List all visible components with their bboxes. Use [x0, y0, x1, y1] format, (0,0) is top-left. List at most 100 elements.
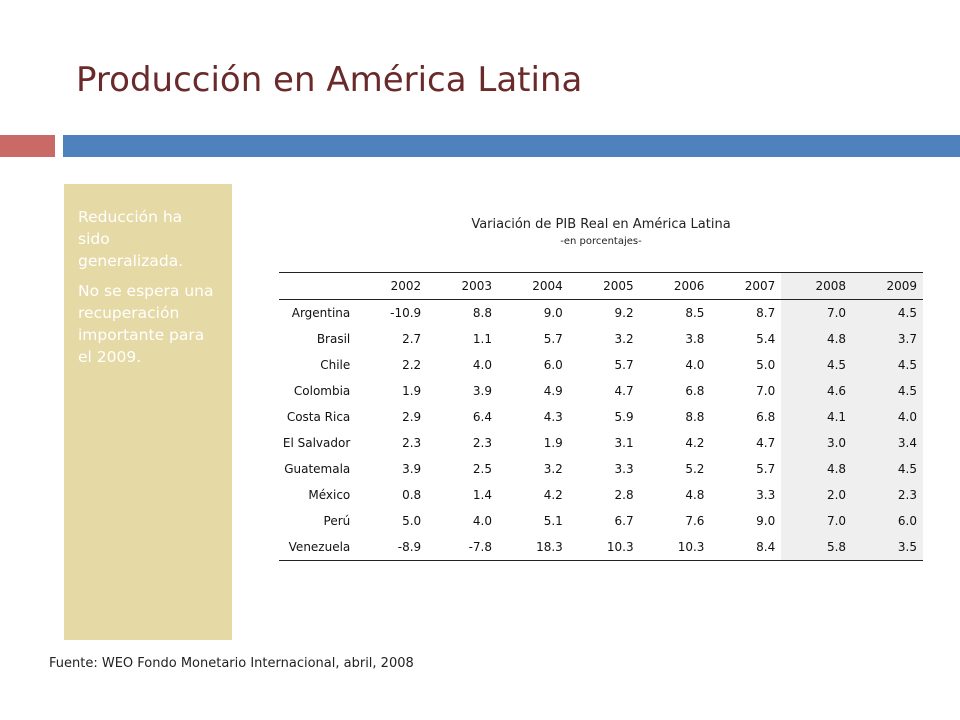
value-cell: 3.7: [852, 326, 923, 352]
header-year: 2005: [603, 279, 634, 293]
value-cell: 4.0: [852, 404, 923, 430]
header-year: 2007: [744, 279, 776, 293]
value-cell: 1.4: [472, 488, 492, 502]
value-cell: 4.8: [685, 488, 705, 502]
value-cell: 3.2: [614, 332, 634, 346]
value-cell: 3.0: [781, 430, 853, 456]
value-cell: 5.2: [685, 462, 705, 476]
value-cell: 0.8: [402, 488, 422, 502]
value-cell: 4.5: [852, 456, 923, 482]
value-cell: 3.9: [472, 384, 492, 398]
value-cell: 2.7: [402, 332, 422, 346]
accent-bar-red: [0, 135, 55, 157]
table-row: Brasil 2.7 1.1 5.7 3.2 3.8 5.4 4.8 3.7: [279, 326, 923, 352]
value-cell: 4.7: [614, 384, 634, 398]
value-cell: 4.0: [472, 514, 492, 528]
accent-bar-blue: [63, 135, 960, 157]
value-cell: 7.0: [756, 384, 776, 398]
value-cell: 2.9: [402, 410, 422, 424]
value-cell: -10.9: [390, 306, 422, 320]
value-cell: 1.1: [472, 332, 492, 346]
value-cell: 5.7: [614, 358, 634, 372]
table-row: Guatemala 3.9 2.5 3.2 3.3 5.2 5.7 4.8 4.5: [279, 456, 923, 482]
table-row: Argentina -10.9 8.8 9.0 9.2 8.5 8.7 7.0 4.5: [279, 299, 923, 326]
value-cell: 4.0: [472, 358, 492, 372]
header-year: 2002: [390, 279, 422, 293]
value-cell: 4.5: [852, 352, 923, 378]
value-cell: 5.7: [543, 332, 563, 346]
table-row: México 0.8 1.4 4.2 2.8 4.8 3.3 2.0 2.3: [279, 482, 923, 508]
value-cell: 5.0: [756, 358, 776, 372]
value-cell: 8.5: [685, 306, 705, 320]
table-subtitle: -en porcentajes-: [560, 236, 642, 247]
value-cell: 3.4: [852, 430, 923, 456]
country-cell: México: [308, 488, 351, 502]
value-cell: 4.3: [543, 410, 563, 424]
value-cell: 9.0: [543, 306, 563, 320]
value-cell: 4.8: [781, 456, 853, 482]
value-cell: 3.1: [614, 436, 634, 450]
value-cell: 2.0: [781, 482, 853, 508]
summary-panel: Reducción ha sido generalizada. No se es…: [64, 184, 232, 640]
value-cell: 5.0: [402, 514, 422, 528]
value-cell: 5.4: [756, 332, 776, 346]
value-cell: 4.5: [781, 352, 853, 378]
value-cell: 18.3: [536, 540, 563, 554]
value-cell: 10.3: [677, 540, 705, 554]
header-year: 2008: [781, 272, 853, 300]
value-cell: 3.5: [852, 534, 923, 561]
value-cell: 2.2: [402, 358, 422, 372]
value-cell: 4.7: [756, 436, 776, 450]
value-cell: 2.3: [402, 436, 422, 450]
value-cell: 3.3: [614, 462, 634, 476]
country-cell: Argentina: [291, 306, 351, 320]
value-cell: 2.3: [472, 436, 492, 450]
value-cell: 1.9: [543, 436, 563, 450]
value-cell: 1.9: [402, 384, 422, 398]
value-cell: 4.6: [781, 378, 853, 404]
value-cell: 5.1: [543, 514, 563, 528]
value-cell: 8.8: [685, 410, 705, 424]
country-cell: Guatemala: [284, 462, 351, 476]
value-cell: 6.8: [756, 410, 776, 424]
value-cell: 4.9: [543, 384, 563, 398]
value-cell: 6.7: [614, 514, 634, 528]
value-cell: 8.4: [756, 540, 776, 554]
table-row: Colombia 1.9 3.9 4.9 4.7 6.8 7.0 4.6 4.5: [279, 378, 923, 404]
value-cell: 6.0: [543, 358, 563, 372]
value-cell: 2.5: [472, 462, 492, 476]
table-row: Chile 2.2 4.0 6.0 5.7 4.0 5.0 4.5 4.5: [279, 352, 923, 378]
value-cell: 2.8: [614, 488, 634, 502]
country-cell: Chile: [320, 358, 351, 372]
country-cell: Colombia: [293, 384, 351, 398]
summary-text-1: Reducción ha sido generalizada.: [78, 208, 184, 270]
value-cell: 5.8: [781, 534, 853, 561]
value-cell: -8.9: [397, 540, 422, 554]
value-cell: 4.2: [685, 436, 705, 450]
value-cell: 7.0: [781, 299, 853, 326]
header-year: 2003: [461, 279, 492, 293]
value-cell: 8.8: [472, 306, 492, 320]
value-cell: 2.3: [852, 482, 923, 508]
header-country: [279, 273, 356, 300]
value-cell: 9.0: [756, 514, 776, 528]
table-header-row: 2002 2003 2004 2005 2006 2007 2008 2009: [279, 272, 923, 300]
value-cell: 4.2: [543, 488, 563, 502]
country-cell: Perú: [323, 514, 351, 528]
country-cell: El Salvador: [282, 436, 351, 450]
table-title: Variación de PIB Real en América Latina: [471, 217, 731, 232]
header-year: 2006: [673, 279, 705, 293]
value-cell: 5.9: [614, 410, 634, 424]
value-cell: 10.3: [606, 540, 634, 554]
value-cell: 4.1: [781, 404, 853, 430]
value-cell: 9.2: [614, 306, 634, 320]
gdp-table: 2002 2003 2004 2005 2006 2007 2008 2009 …: [279, 272, 923, 561]
value-cell: 3.8: [685, 332, 705, 346]
table-row: Costa Rica 2.9 6.4 4.3 5.9 8.8 6.8 4.1 4.0: [279, 404, 923, 430]
value-cell: -7.8: [468, 540, 492, 554]
value-cell: 3.9: [402, 462, 422, 476]
value-cell: 4.0: [685, 358, 705, 372]
value-cell: 6.0: [852, 508, 923, 534]
header-year: 2009: [852, 272, 923, 300]
table-row: Venezuela -8.9 -7.8 18.3 10.3 10.3 8.4 5.8 3.5: [279, 534, 923, 561]
